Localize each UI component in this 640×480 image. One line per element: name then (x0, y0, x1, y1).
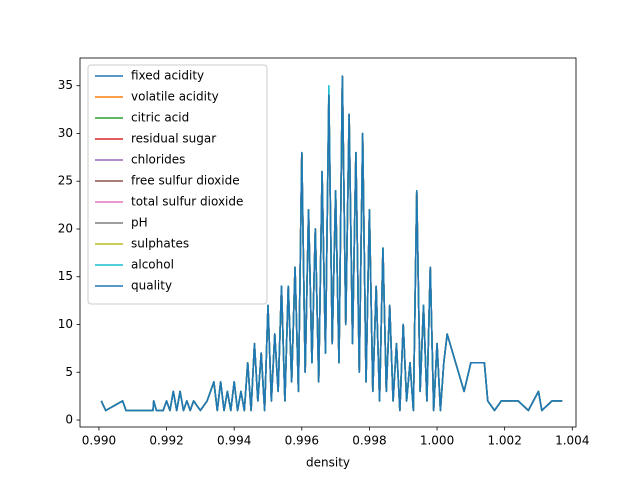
legend-label: alcohol (131, 258, 174, 272)
legend-label: volatile acidity (131, 90, 219, 104)
x-tick-label: 0.998 (352, 434, 386, 448)
y-tick-label: 25 (58, 174, 73, 188)
legend-label: free sulfur dioxide (131, 174, 240, 188)
legend-label: chlorides (131, 153, 185, 167)
x-tick-label: 0.994 (217, 434, 251, 448)
x-tick-label: 0.990 (82, 434, 116, 448)
series-line (100, 75, 563, 412)
legend-label: sulphates (131, 237, 189, 251)
x-tick-label: 0.992 (149, 434, 183, 448)
legend-label: quality (131, 279, 172, 293)
y-tick-label: 0 (65, 413, 73, 427)
y-tick-label: 15 (58, 269, 73, 283)
x-tick-label: 0.996 (285, 434, 319, 448)
y-tick-label: 10 (58, 317, 73, 331)
legend-label: total sulfur dioxide (131, 195, 243, 209)
legend-label: residual sugar (131, 132, 216, 146)
y-tick-label: 35 (58, 78, 73, 92)
legend-label: fixed acidity (131, 69, 204, 83)
y-tick-label: 5 (65, 365, 73, 379)
legend-label: citric acid (131, 111, 189, 125)
y-tick-label: 30 (58, 126, 73, 140)
y-tick-label: 20 (58, 221, 73, 235)
axes-frame (79, 57, 577, 428)
x-axis-label: density (306, 456, 350, 470)
legend-label: pH (131, 216, 148, 230)
x-tick-label: 1.002 (487, 434, 521, 448)
x-tick-label: 1.000 (420, 434, 454, 448)
plot-area (100, 75, 563, 412)
x-tick-label: 1.004 (555, 434, 589, 448)
legend-box (87, 64, 268, 305)
